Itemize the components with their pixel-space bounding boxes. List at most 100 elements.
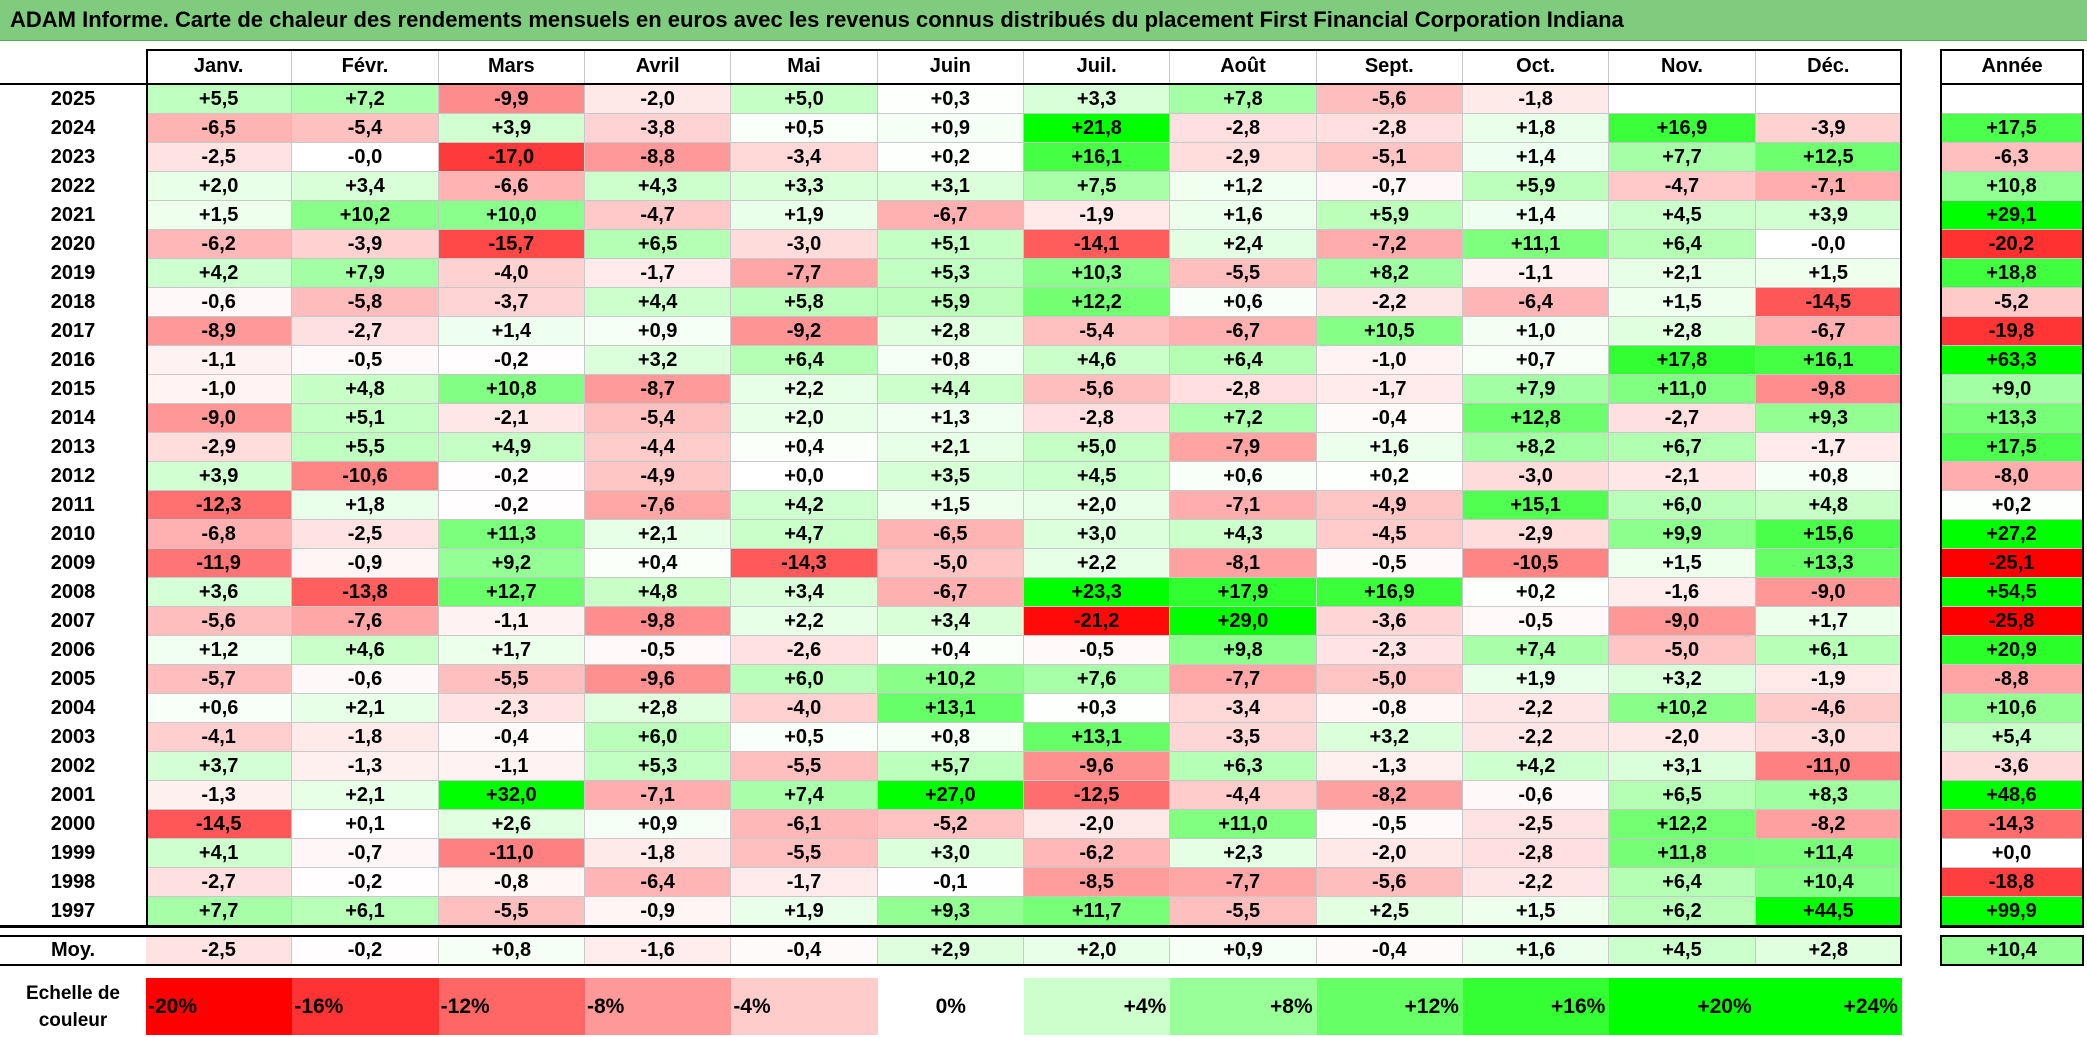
heatmap-cell: +44,5 — [1755, 897, 1902, 926]
heatmap-cell: -2,0 — [1316, 839, 1463, 868]
heatmap-cell: +2,2 — [731, 375, 878, 404]
heatmap-cell: -2,2 — [1316, 288, 1463, 317]
heatmap-cell: -6,5 — [146, 114, 293, 143]
heatmap-cell: -7,9 — [1170, 433, 1317, 462]
annual-avg-border-bottom — [1940, 964, 2084, 966]
heatmap-cell: +3,0 — [1023, 520, 1171, 549]
title-bar: ADAM Informe. Carte de chaleur des rende… — [0, 0, 2087, 41]
heatmap-cell: -7,1 — [584, 781, 732, 810]
color-scale-stop: -12% — [438, 978, 585, 1035]
heatmap-cell: +6,4 — [1609, 868, 1756, 897]
heatmap-cell: +10,2 — [877, 665, 1024, 694]
table-border-bottom — [0, 925, 1902, 928]
heatmap-cell: -0,7 — [1316, 172, 1463, 201]
heatmap-cell: +5,0 — [731, 85, 878, 114]
annual-cell: +29,1 — [1940, 201, 2084, 230]
heatmap-cell: -11,0 — [1755, 752, 1902, 781]
heatmap-cell: +7,5 — [1023, 172, 1171, 201]
heatmap-cell: +15,6 — [1755, 520, 1902, 549]
heatmap-cell: +3,9 — [438, 114, 585, 143]
heatmap-cell: -0,4 — [438, 723, 585, 752]
heatmap-cell: +1,4 — [1462, 201, 1610, 230]
average-cell: -2,5 — [146, 935, 293, 966]
heatmap-cell: -0,2 — [438, 346, 585, 375]
heatmap-cell: +10,8 — [438, 375, 585, 404]
heatmap-cell: -6,4 — [1462, 288, 1610, 317]
heatmap-cell: +0,9 — [584, 810, 732, 839]
heatmap-cell: +1,5 — [1609, 549, 1756, 578]
heatmap-cell: -2,0 — [584, 85, 732, 114]
average-label: Moy. — [50, 939, 96, 961]
heatmap-cell: -1,8 — [292, 723, 439, 752]
heatmap-cell: -11,0 — [438, 839, 585, 868]
heatmap-cell: -6,2 — [146, 230, 293, 259]
heatmap-cell: +1,2 — [1170, 172, 1317, 201]
year-label: 2007 — [50, 610, 96, 632]
heatmap-cell: -4,0 — [438, 259, 585, 288]
heatmap-cell: -2,8 — [1023, 404, 1171, 433]
heatmap-cell: -4,1 — [146, 723, 293, 752]
year-label: 2020 — [50, 233, 96, 255]
heatmap-cell: +5,8 — [731, 288, 878, 317]
heatmap-cell: -5,6 — [1316, 85, 1463, 114]
heatmap-cell: +6,3 — [1170, 752, 1317, 781]
heatmap-cell: -8,2 — [1755, 810, 1902, 839]
heatmap-cell: -2,8 — [1462, 839, 1610, 868]
heatmap-cell: -2,9 — [146, 433, 293, 462]
table-border-top — [146, 49, 1902, 51]
heatmap-cell: +6,4 — [1609, 230, 1756, 259]
heatmap-cell: +2,8 — [877, 317, 1024, 346]
month-header: Nov. — [1609, 49, 1756, 83]
heatmap-cell: -3,5 — [1170, 723, 1317, 752]
month-header: Sept. — [1316, 49, 1463, 83]
heatmap-cell: +23,3 — [1023, 578, 1171, 607]
heatmap-cell: +3,4 — [731, 578, 878, 607]
annual-cell: -8,0 — [1940, 462, 2084, 491]
table-border-header-bottom — [0, 83, 1902, 85]
heatmap-cell: +4,8 — [292, 375, 439, 404]
heatmap-cell: +6,5 — [1609, 781, 1756, 810]
heatmap-cell: -4,7 — [1609, 172, 1756, 201]
month-header: Oct. — [1462, 49, 1610, 83]
heatmap-cell: +7,4 — [1462, 636, 1610, 665]
heatmap-cell: -5,6 — [146, 607, 293, 636]
annual-border-bottom — [1940, 925, 2084, 928]
heatmap-cell: +12,2 — [1023, 288, 1171, 317]
heatmap-cell: -1,6 — [1609, 578, 1756, 607]
heatmap-cell: +10,3 — [1023, 259, 1171, 288]
annual-avg-border-right — [2082, 935, 2084, 966]
annual-avg-border-left — [1940, 935, 1942, 966]
heatmap-cell: +2,2 — [1023, 549, 1171, 578]
heatmap-cell: +1,5 — [1609, 288, 1756, 317]
heatmap-cell: -3,0 — [1755, 723, 1902, 752]
annual-cell: -20,2 — [1940, 230, 2084, 259]
heatmap-cell: +5,3 — [877, 259, 1024, 288]
average-cell: +2,8 — [1755, 935, 1902, 966]
heatmap-cell: -13,8 — [292, 578, 439, 607]
year-label: 2014 — [50, 407, 96, 429]
heatmap-cell: +4,8 — [1755, 491, 1902, 520]
heatmap-cell: -5,5 — [1170, 897, 1317, 926]
year-label: 2016 — [50, 349, 96, 371]
heatmap-cell: +3,9 — [1755, 201, 1902, 230]
heatmap-cell: -4,7 — [584, 201, 732, 230]
color-scale-stop: +24% — [1755, 978, 1902, 1035]
heatmap-cell: +15,1 — [1462, 491, 1610, 520]
heatmap-cell: +5,3 — [584, 752, 732, 781]
heatmap-cell: +1,9 — [731, 897, 878, 926]
heatmap-cell: +6,4 — [1170, 346, 1317, 375]
heatmap-cell: +0,9 — [877, 114, 1024, 143]
heatmap-cell: +5,9 — [1316, 201, 1463, 230]
heatmap-cell: +7,2 — [292, 85, 439, 114]
year-label: 2003 — [50, 726, 96, 748]
heatmap-cell: +12,5 — [1755, 143, 1902, 172]
heatmap-cell: -10,5 — [1462, 549, 1610, 578]
average-cell: +0,9 — [1170, 935, 1317, 966]
heatmap-cell: -0,9 — [292, 549, 439, 578]
heatmap-cell: +13,1 — [1023, 723, 1171, 752]
heatmap-cell: -1,3 — [292, 752, 439, 781]
heatmap-cell: +0,2 — [1462, 578, 1610, 607]
heatmap-cell: +6,2 — [1609, 897, 1756, 926]
year-label: 2006 — [50, 639, 96, 661]
annual-cell: -6,3 — [1940, 143, 2084, 172]
